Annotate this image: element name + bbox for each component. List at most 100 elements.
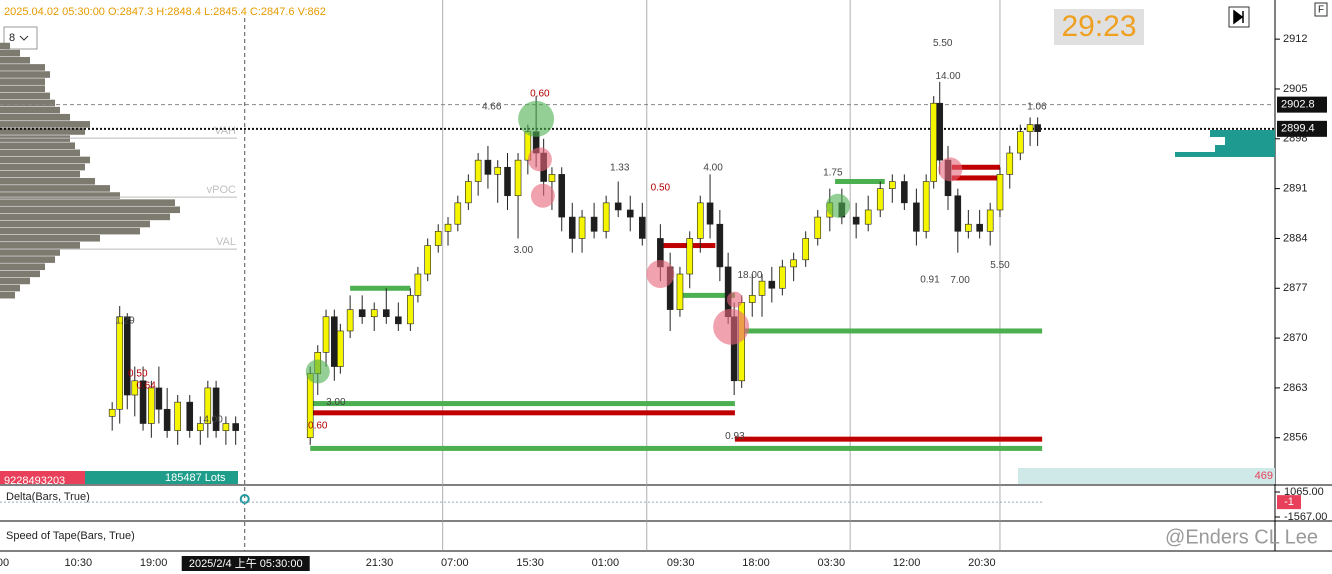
crosshair-label: 2025/2/4 上午 05:30:00	[189, 557, 303, 570]
stat-left: 9228493203	[4, 475, 65, 487]
y-tick-label: 2912	[1283, 33, 1307, 45]
profile-bar	[0, 57, 30, 64]
x-tick-label: 10:30	[65, 557, 93, 569]
candle-body	[346, 309, 354, 332]
bubble	[938, 157, 963, 182]
y-tick-label: 2884	[1283, 232, 1307, 244]
profile-bar	[0, 128, 85, 135]
profile-bar	[0, 99, 55, 107]
annotation: 0.50	[651, 183, 671, 194]
bubble	[726, 291, 743, 308]
y-tick-label: 2870	[1283, 332, 1307, 344]
level-bar	[350, 285, 411, 291]
candle-body	[676, 273, 684, 310]
flag-box[interactable]	[1314, 2, 1328, 17]
y-tick-label: 2877	[1283, 282, 1307, 294]
x-tick-label: 12:00	[893, 557, 921, 569]
profile-bar	[1225, 137, 1275, 145]
candle-body	[465, 181, 472, 204]
candle-body	[163, 408, 171, 431]
candle-body	[395, 316, 402, 325]
profile-bar	[0, 199, 175, 206]
candle-body	[474, 159, 482, 182]
profile-bar	[0, 42, 10, 50]
candle-body	[996, 174, 1004, 211]
annotation: 0.93	[725, 431, 745, 442]
candle-body	[131, 380, 139, 396]
candle-body	[222, 423, 230, 431]
candle-body	[852, 216, 860, 225]
price-tag	[1277, 96, 1327, 113]
annotation: 1.33	[610, 163, 630, 174]
candle-body	[370, 309, 378, 318]
annotation: 4.00	[703, 163, 723, 174]
candle-body	[123, 316, 131, 396]
candle-body	[186, 401, 194, 431]
x-tick-label: 09:30	[667, 557, 695, 569]
x-tick-label: 18:00	[742, 557, 770, 569]
annotation: 3.00	[514, 245, 534, 256]
profile-bar	[0, 113, 70, 121]
candle-body	[614, 202, 622, 211]
profile-bar	[0, 156, 90, 164]
candle-body	[331, 316, 338, 367]
delta-tick-label: -1567.00	[1284, 511, 1327, 523]
profile-level-label: VAL	[216, 236, 236, 248]
candle-body	[779, 266, 786, 289]
profile-bar	[0, 192, 120, 199]
annotation: 0.60	[530, 89, 550, 100]
annotation: 18.00	[737, 270, 762, 281]
candle-body	[568, 216, 576, 239]
bubble	[530, 183, 555, 208]
profile-bar	[0, 227, 140, 235]
period-dropdown[interactable]	[3, 26, 38, 50]
profile-bar	[0, 92, 50, 100]
candle-body	[424, 245, 431, 275]
candle-body	[986, 209, 994, 232]
delta-last: -1	[1284, 496, 1294, 508]
annotation: 0.64	[136, 380, 156, 391]
annotation: 14.00	[935, 71, 960, 82]
bubble	[826, 193, 851, 218]
right-profile	[1175, 130, 1275, 157]
profile-bar	[1175, 152, 1275, 157]
crosshair-label-box	[181, 556, 310, 571]
price-tag-label: 2902.8	[1281, 99, 1315, 111]
speed-label: Speed of Tape(Bars, True)	[6, 530, 135, 542]
level-bar	[951, 175, 1000, 181]
candle-body	[414, 273, 422, 296]
candle-body	[407, 295, 414, 325]
dropdown-icon	[19, 35, 29, 41]
candle-body	[204, 387, 212, 424]
profile-bar	[0, 85, 45, 93]
candle-body	[626, 209, 634, 218]
profile-bar	[0, 284, 20, 292]
level-bar	[679, 292, 735, 298]
level-bar	[310, 410, 735, 416]
annotation: 7.00	[950, 275, 970, 286]
candle-body	[382, 309, 390, 318]
profile-level-label: VAH	[214, 125, 236, 137]
profile-bar	[0, 270, 40, 278]
stat-bar	[85, 471, 238, 484]
profile-bar	[0, 49, 20, 57]
candle-body	[936, 102, 944, 161]
profile-bar	[0, 185, 110, 192]
delta-last-box	[1277, 495, 1301, 510]
candle-body	[602, 202, 610, 232]
profile-bar	[0, 135, 70, 142]
delta-label: Delta(Bars, True)	[6, 491, 90, 503]
x-tick-label: 00	[0, 557, 9, 569]
stat-right: 469	[1255, 470, 1273, 482]
candle-body	[139, 380, 147, 424]
profile-bar	[0, 242, 80, 249]
candle-body	[155, 387, 163, 410]
candle-body	[876, 188, 884, 211]
candle-body	[1034, 124, 1041, 132]
header: 2025.04.02 05:30:00 O:2847.3 H:2848.4 L:…	[4, 6, 326, 18]
candle-body	[954, 195, 962, 232]
annotation: 3.00	[326, 397, 346, 408]
profile-bar	[0, 234, 100, 242]
